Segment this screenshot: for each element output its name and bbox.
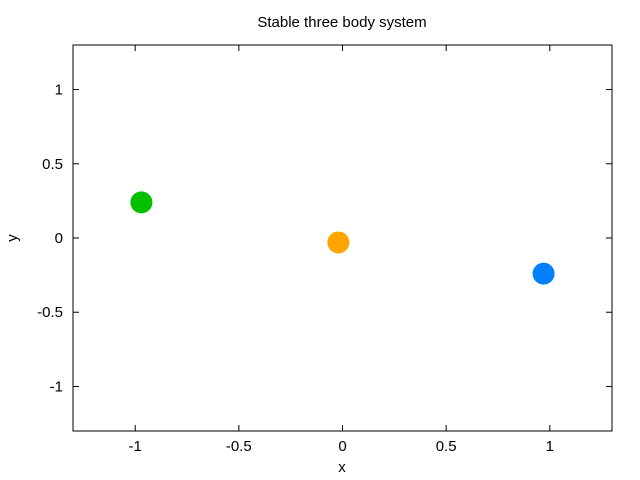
x-tick-labels: -1 -0.5 0 0.5 1 [129, 438, 554, 455]
y-axis-label: y [4, 234, 21, 242]
x-tick-label: -0.5 [226, 438, 252, 455]
x-tick-label: 1 [546, 438, 554, 455]
data-points [130, 191, 555, 285]
x-tick-label: -1 [129, 438, 142, 455]
chart-title: Stable three body system [257, 14, 426, 31]
y-tick-label: 0 [55, 230, 63, 247]
x-tick-label: 0.5 [436, 438, 457, 455]
axis-ticks [73, 45, 612, 431]
x-tick-label: 0 [338, 438, 346, 455]
body-point [532, 262, 555, 285]
body-point [327, 231, 350, 254]
y-tick-label: 0.5 [42, 156, 63, 173]
body-point [130, 191, 153, 214]
y-tick-label: -0.5 [37, 304, 63, 321]
y-tick-label: 1 [55, 82, 63, 99]
y-tick-labels: -1 -0.5 0 0.5 1 [37, 82, 63, 396]
x-axis-label: x [338, 459, 346, 476]
y-tick-label: -1 [50, 378, 63, 395]
